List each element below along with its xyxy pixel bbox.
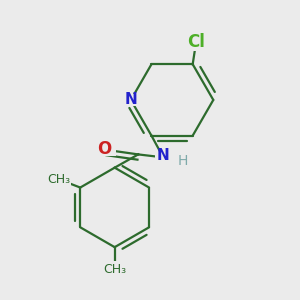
Text: N: N (124, 92, 137, 107)
Text: H: H (177, 154, 188, 168)
Text: CH₃: CH₃ (47, 173, 70, 186)
Bar (103, 261, 126, 278)
Bar (99, 144, 116, 156)
Text: Cl: Cl (187, 33, 205, 51)
Text: N: N (157, 148, 169, 163)
Text: O: O (97, 140, 112, 158)
Bar (123, 94, 139, 106)
Bar (47, 172, 70, 188)
Bar (187, 39, 205, 51)
Text: CH₃: CH₃ (103, 263, 126, 276)
Bar (155, 152, 172, 163)
